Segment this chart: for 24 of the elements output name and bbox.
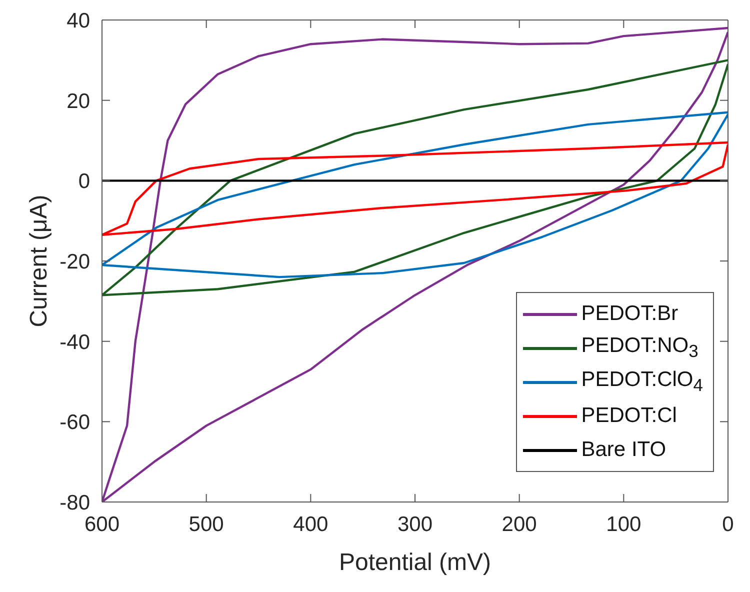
y-tick-label: 40 [66,9,90,32]
y-axis-title: Current (μA) [26,194,53,328]
legend-label: PEDOT:Cl [581,404,677,428]
line-series [102,141,728,236]
y-tick-label: -80 [60,491,90,514]
x-tick-label: 500 [188,512,224,536]
x-axis-title: Potential (mV) [338,549,492,576]
y-tick-label: -40 [60,330,90,354]
x-tick-label: 0 [722,512,734,536]
legend-label: PEDOT:ClO$_{4}$ [581,368,703,396]
x-tick-label: 600 [84,512,120,536]
x-tick-label: 100 [606,512,642,536]
x-tick-label: 200 [502,512,537,536]
y-tick-label: 20 [66,90,90,113]
line-series [102,59,728,296]
y-tick-label: -60 [60,411,90,434]
line-series [102,111,728,278]
legend-label: Bare ITO [581,438,666,462]
legend-label: PEDOT:Br [581,302,678,326]
legend-label: PEDOT:NO$_{3}$ [581,334,698,362]
x-tick-label: 300 [397,512,433,536]
y-tick-label: -20 [60,250,90,274]
y-tick-label: 0 [78,170,90,194]
x-tick-label: 400 [293,512,328,536]
